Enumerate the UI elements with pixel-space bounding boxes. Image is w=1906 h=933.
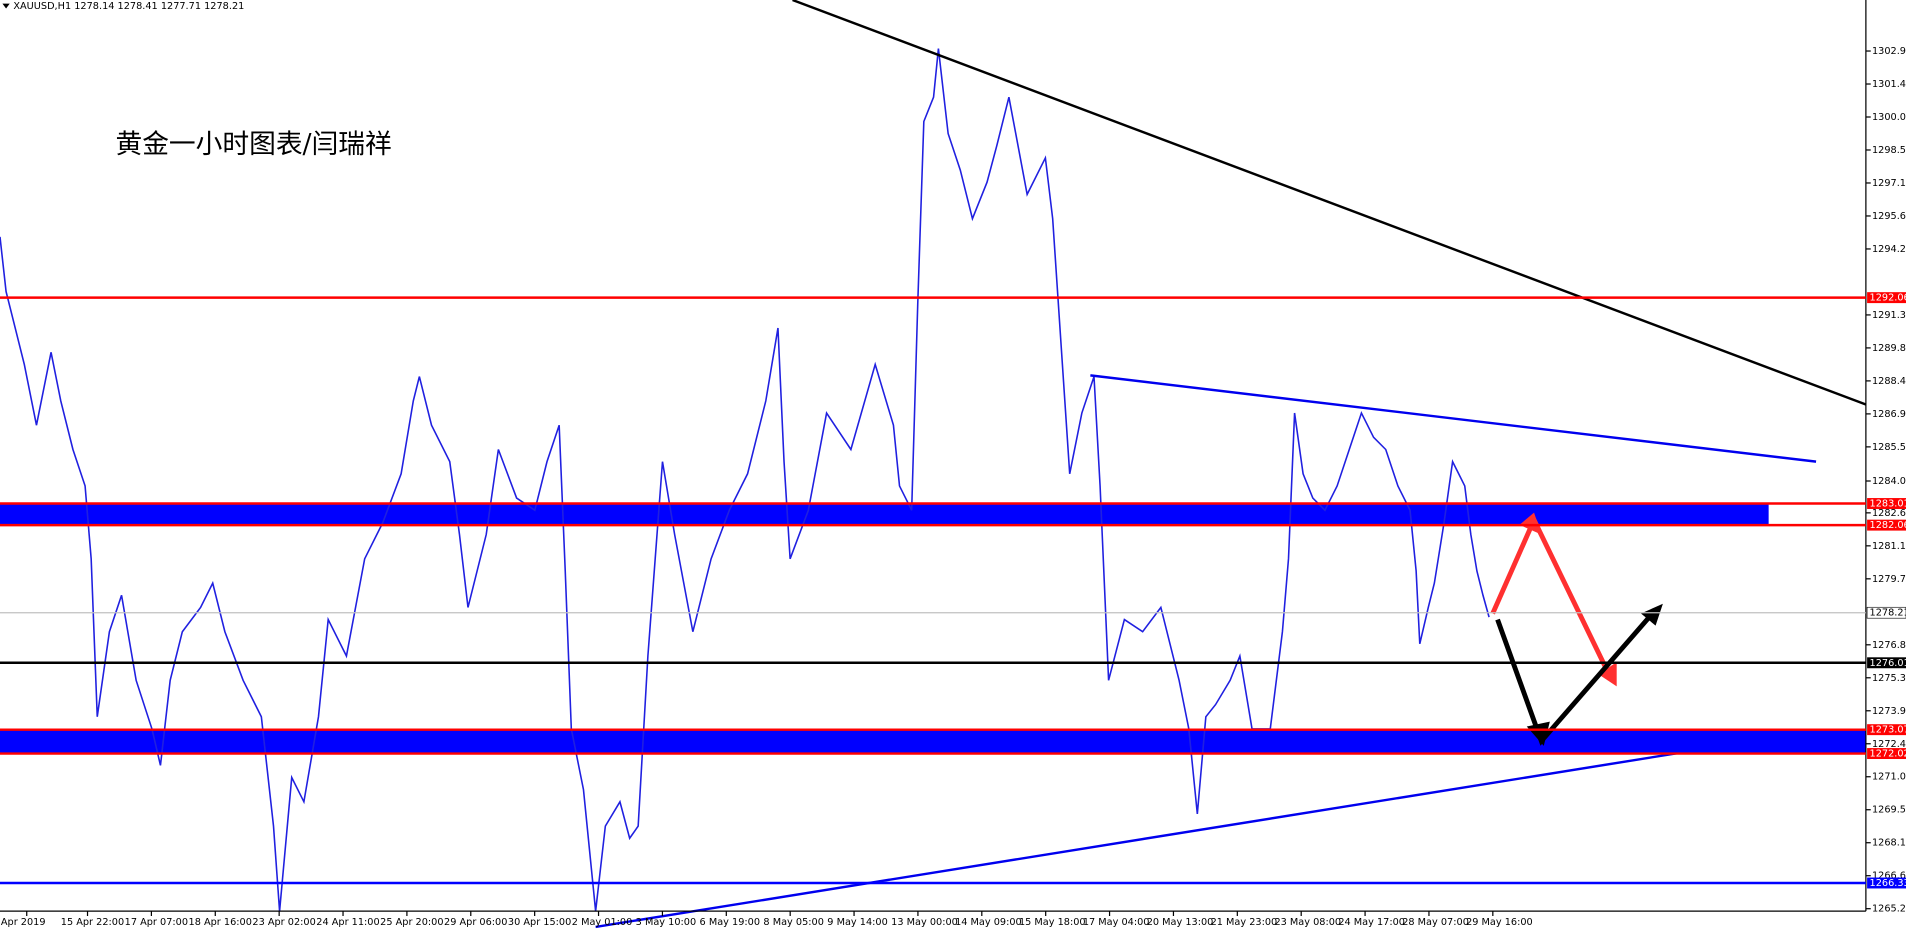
level-label: 1282.06 (1870, 520, 1906, 531)
level-label: 1276.01 (1870, 658, 1906, 669)
price-tick-label: 1300.00 (1872, 112, 1906, 123)
price-tick-label: 1281.15 (1872, 541, 1906, 552)
trend-line (792, 0, 1867, 406)
support-resistance-zone (0, 729, 1866, 754)
level-label: 1292.06 (1870, 293, 1906, 304)
price-axis-bg (1865, 0, 1906, 933)
level-label-box (1867, 748, 1906, 760)
time-tick-label: 21 May 23:00 (1211, 917, 1278, 928)
time-tick-label: 9 May 14:00 (827, 917, 887, 928)
level-label: 1278.21 (1870, 608, 1906, 619)
time-tick-label: 17 May 04:00 (1083, 917, 1150, 928)
level-label: 1273.07 (1870, 725, 1906, 736)
trend-line (595, 752, 1678, 929)
time-tick-label: 3 May 10:00 (636, 917, 696, 928)
price-tick-label: 1272.45 (1872, 739, 1906, 750)
time-tick-label: 15 Apr 22:00 (61, 917, 124, 928)
time-tick-label: 28 May 07:00 (1402, 917, 1469, 928)
trend-line (1090, 374, 1817, 463)
price-tick-label: 1268.10 (1872, 838, 1906, 849)
price-tick-label: 1289.85 (1872, 343, 1906, 354)
time-tick-label: 25 Apr 20:00 (380, 917, 443, 928)
price-tick-label: 1271.00 (1872, 772, 1906, 783)
time-tick-label: 23 Apr 02:00 (252, 917, 315, 928)
price-tick-label: 1282.60 (1872, 508, 1906, 519)
chart-title: 黄金一小时图表/闫瑞祥 (115, 129, 391, 160)
price-tick-label: 1302.90 (1872, 46, 1906, 57)
price-tick-label: 1286.95 (1872, 409, 1906, 420)
price-tick-label: 1279.70 (1872, 574, 1906, 585)
level-label-box (1867, 519, 1906, 531)
symbol-header: XAUUSD,H1 1278.14 1278.41 1277.71 1278.2… (13, 1, 244, 12)
time-tick-label: 2 May 01:00 (572, 917, 632, 928)
red-arrowhead (1598, 662, 1617, 687)
time-tick-label: 24 May 17:00 (1338, 917, 1405, 928)
time-tick-label: 29 Apr 06:00 (444, 917, 507, 928)
time-tick-label: 6 May 19:00 (700, 917, 760, 928)
black-arrow (1495, 608, 1658, 746)
price-tick-label: 1276.80 (1872, 640, 1906, 651)
time-tick-label: 13 May 00:00 (891, 917, 958, 928)
price-tick-label: 1288.40 (1872, 376, 1906, 387)
time-tick-label: 18 Apr 16:00 (189, 917, 252, 928)
menu-arrow (2, 3, 10, 9)
price-tick-label: 1298.55 (1872, 145, 1906, 156)
black-arrowhead (1641, 603, 1663, 626)
price-tick-label: 1284.00 (1872, 476, 1906, 487)
price-tick-label: 1266.65 (1872, 871, 1906, 882)
time-tick-label: 29 May 16:00 (1466, 917, 1533, 928)
support-resistance-zone (0, 503, 1769, 526)
time-tick-label: 20 May 13:00 (1147, 917, 1214, 928)
price-tick-label: 1275.35 (1872, 673, 1906, 684)
price-tick-label: 1269.55 (1872, 805, 1906, 816)
time-tick-label: 15 May 18:00 (1019, 917, 1086, 928)
level-label: 1272.02 (1870, 749, 1906, 760)
level-label-box (1867, 877, 1906, 889)
time-tick-label: 24 Apr 11:00 (316, 917, 379, 928)
price-path (0, 48, 1490, 912)
level-label-box (1867, 498, 1906, 509)
level-label: 1266.33 (1870, 878, 1906, 889)
price-tick-label: 1297.10 (1872, 178, 1906, 189)
level-label-box (1867, 292, 1906, 304)
time-tick-label: 12 Apr 2019 (0, 917, 46, 928)
level-label-box (1867, 657, 1906, 669)
price-tick-label: 1301.45 (1872, 79, 1906, 90)
time-tick-label: 8 May 05:00 (763, 917, 823, 928)
time-tick-label: 23 May 08:00 (1274, 917, 1341, 928)
price-tick-label: 1265.20 (1872, 904, 1906, 915)
time-tick-label: 30 Apr 15:00 (508, 917, 571, 928)
time-tick-label: 14 May 09:00 (955, 917, 1022, 928)
price-tick-label: 1295.65 (1872, 211, 1906, 222)
level-label: 1283.01 (1870, 499, 1906, 510)
price-tick-label: 1291.30 (1872, 310, 1906, 321)
level-label-box (1866, 606, 1906, 619)
time-tick-label: 17 Apr 07:00 (125, 917, 188, 928)
level-label-box (1867, 724, 1906, 736)
price-tick-label: 1273.90 (1872, 706, 1906, 717)
price-tick-label: 1285.50 (1872, 442, 1906, 453)
red-arrowhead (1519, 512, 1542, 535)
price-tick-label: 1294.20 (1872, 244, 1906, 255)
black-arrowhead (1526, 721, 1550, 746)
